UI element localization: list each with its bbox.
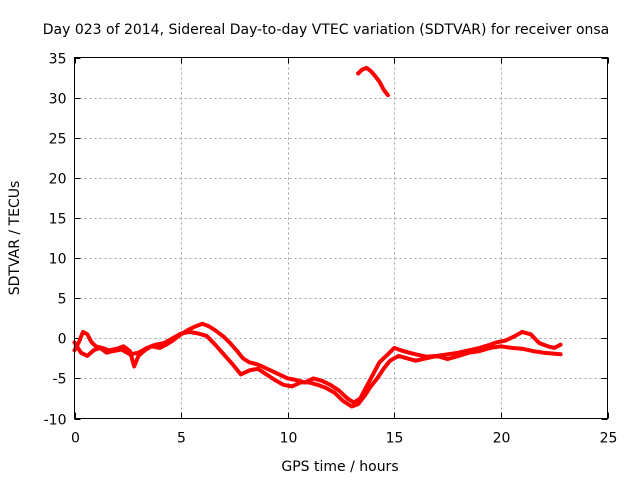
y-tick-label: 5	[58, 292, 67, 308]
x-tick-label: 10	[280, 431, 298, 447]
y-tick-label: 0	[58, 332, 67, 348]
y-tick-label: -5	[53, 372, 67, 388]
y-tick-label: 25	[49, 132, 67, 148]
series-line-trace-c	[356, 65, 390, 98]
x-tick-label: 0	[71, 431, 80, 447]
series-line-trace-a	[72, 321, 563, 405]
y-tick-label: 10	[49, 252, 67, 268]
y-tick-label: 15	[49, 212, 67, 228]
y-tick-label: 20	[49, 172, 67, 188]
series-line-trace-b	[72, 329, 563, 409]
y-axis-label: SDTVAR / TECUs	[7, 181, 23, 296]
y-tick-label: 30	[49, 92, 67, 108]
y-tick-label: 35	[49, 52, 67, 68]
y-tick-label: -10	[44, 413, 67, 429]
axis-ticks	[74, 57, 609, 420]
x-tick-label: 15	[386, 431, 404, 447]
x-tick-label: 25	[600, 431, 618, 447]
data-series-group	[72, 65, 563, 409]
x-tick-label: 20	[493, 431, 511, 447]
y-tick-labels: -10 -5 0 5 10 15 20 25 30 35	[44, 52, 67, 429]
plot-frame	[74, 57, 608, 419]
grid-lines	[74, 57, 608, 419]
x-axis-label: GPS time / hours	[281, 459, 398, 475]
x-tick-labels: 0 5 10 15 20 25	[71, 431, 617, 447]
chart-title: Day 023 of 2014, Sidereal Day-to-day VTE…	[43, 22, 610, 38]
x-tick-label: 5	[177, 431, 186, 447]
